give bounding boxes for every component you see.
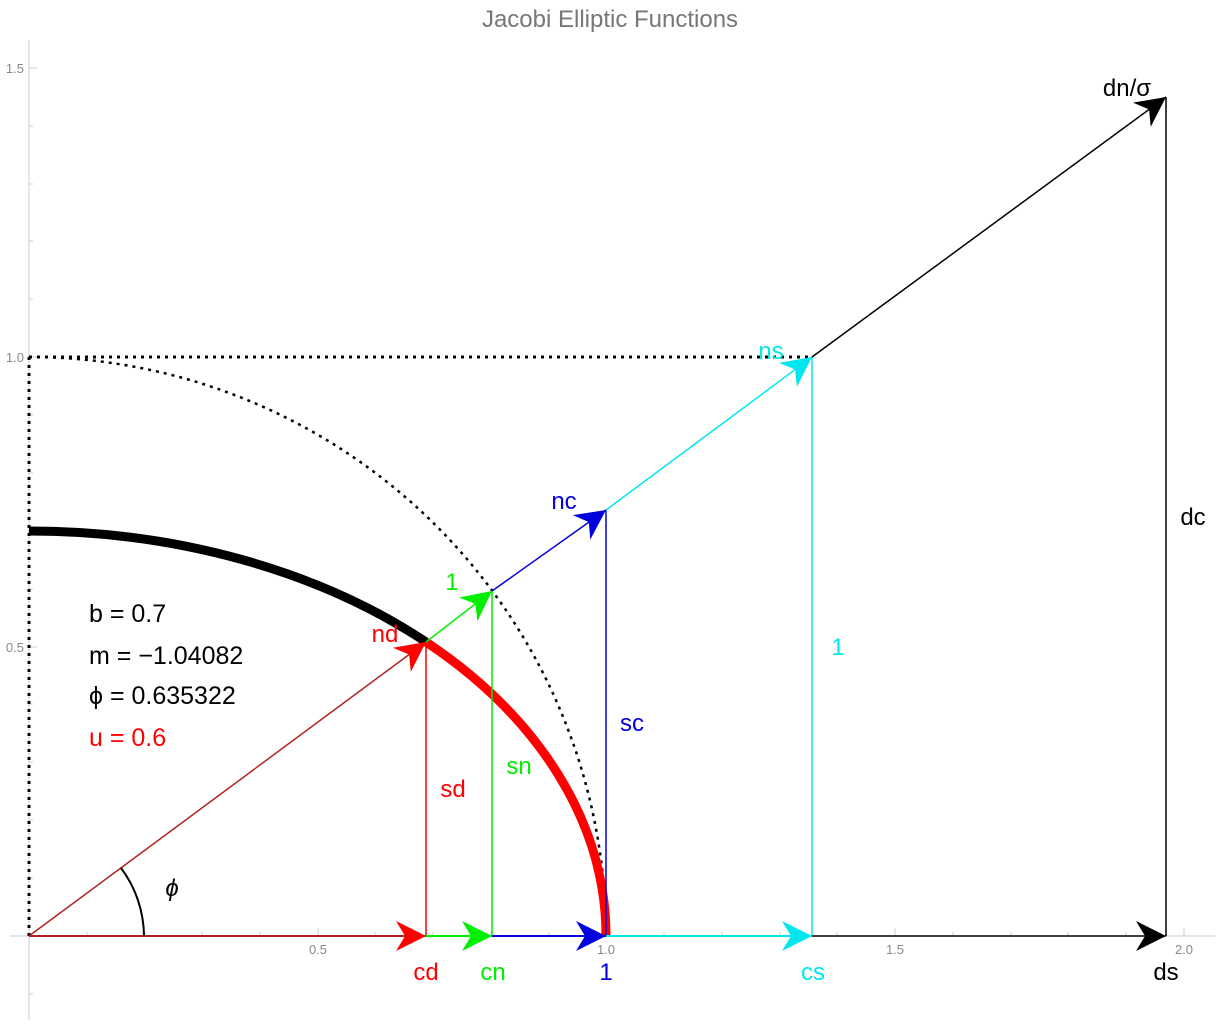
x-tick-label: 0.5 bbox=[309, 942, 327, 957]
y-tick-label: 1.0 bbox=[6, 350, 24, 365]
unit-circle-guides bbox=[27, 355, 812, 937]
label-nc: nc bbox=[551, 488, 576, 515]
label-sc: sc bbox=[620, 710, 644, 737]
label-dn-sigma: dn/σ bbox=[1103, 75, 1151, 102]
x-tick-label: 1.0 bbox=[597, 942, 615, 957]
param-m: m = −1.04082 bbox=[89, 642, 243, 670]
x-tick-label: 2.0 bbox=[1175, 942, 1193, 957]
label-green-one: 1 bbox=[445, 569, 458, 596]
dn-sigma-arrow bbox=[811, 96, 1167, 358]
label-cyan-one: 1 bbox=[831, 634, 844, 661]
unit-circle-arc bbox=[28, 355, 608, 937]
chart-title: Jacobi Elliptic Functions bbox=[482, 6, 738, 33]
label-blue-one: 1 bbox=[599, 959, 612, 986]
label-cs: cs bbox=[801, 959, 825, 986]
parameter-block: b = 0.7 m = −1.04082 ϕ = 0.635322 u = 0.… bbox=[89, 600, 243, 752]
label-cn: cn bbox=[480, 959, 505, 986]
label-sd: sd bbox=[440, 776, 465, 803]
ellipse-arc-black bbox=[28, 526, 429, 646]
y-tick-label: 1.5 bbox=[6, 61, 24, 76]
ns-arrow bbox=[605, 356, 813, 511]
param-u: u = 0.6 bbox=[89, 724, 166, 752]
phi-angle-arc bbox=[120, 867, 145, 937]
label-ns: ns bbox=[758, 338, 783, 365]
label-ds: ds bbox=[1153, 959, 1178, 986]
phi-angle-label: ϕ bbox=[165, 875, 178, 902]
green-one-arrow bbox=[425, 590, 493, 643]
param-b: b = 0.7 bbox=[89, 600, 166, 628]
nd-arrow bbox=[28, 641, 427, 937]
param-phi: ϕ = 0.635322 bbox=[89, 682, 236, 710]
y-tick-label: 0.5 bbox=[6, 640, 24, 655]
label-nd: nd bbox=[372, 621, 399, 648]
ellipse-arc-red bbox=[423, 638, 611, 937]
axes: 0.5 1.0 1.5 2.0 0.5 1.0 1.5 bbox=[6, 40, 1215, 1020]
label-sn: sn bbox=[506, 753, 531, 780]
x-tick-label: 1.5 bbox=[886, 942, 904, 957]
label-cd: cd bbox=[413, 959, 438, 986]
nc-arrow bbox=[491, 509, 607, 592]
label-dc: dc bbox=[1180, 504, 1205, 531]
